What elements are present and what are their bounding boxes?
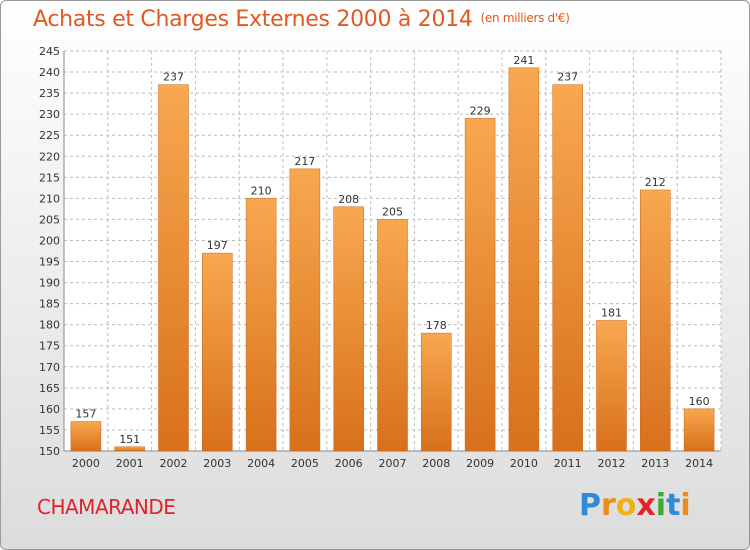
x-tick-label: 2010 [510, 457, 538, 470]
data-label: 210 [251, 184, 272, 197]
y-tick-label: 165 [39, 382, 60, 395]
bar [464, 118, 496, 452]
chart-unit: (en milliers d'€) [480, 11, 570, 25]
y-tick-label: 240 [39, 66, 60, 79]
bar [377, 219, 408, 452]
data-label: 229 [470, 104, 491, 117]
x-tick-label: 2007 [379, 457, 407, 470]
x-tick-label: 2011 [554, 457, 582, 470]
chart-title: Achats et Charges Externes 2000 à 2014 (e… [33, 7, 570, 32]
y-tick-label: 245 [39, 45, 60, 58]
logo-letter: i [680, 488, 691, 523]
y-tick-label: 185 [39, 298, 60, 311]
data-label: 178 [426, 319, 447, 332]
x-tick-label: 2006 [335, 457, 363, 470]
bar [333, 206, 364, 452]
x-tick-label: 2004 [247, 457, 275, 470]
data-label: 160 [689, 395, 710, 408]
x-tick-label: 2009 [466, 457, 494, 470]
x-tick-label: 2012 [598, 457, 626, 470]
y-tick-label: 210 [39, 192, 60, 205]
y-tick-label: 220 [39, 150, 60, 163]
data-label: 157 [75, 408, 96, 421]
x-tick-label: 2014 [685, 457, 713, 470]
data-label: 217 [294, 155, 315, 168]
data-label: 208 [338, 193, 359, 206]
y-tick-label: 150 [39, 445, 60, 458]
y-tick-label: 230 [39, 108, 60, 121]
x-tick-label: 2002 [160, 457, 188, 470]
y-tick-label: 215 [39, 171, 60, 184]
bar [202, 252, 233, 452]
proxiti-logo: Proxiti [579, 488, 691, 523]
bar [508, 67, 540, 452]
y-tick-label: 170 [39, 361, 60, 374]
x-tick-label: 2005 [291, 457, 319, 470]
y-tick-label: 200 [39, 234, 60, 247]
data-label: 237 [163, 71, 184, 84]
bar [245, 198, 277, 452]
y-tick-label: 205 [39, 213, 60, 226]
logo-letter: r [601, 488, 616, 523]
data-label: 205 [382, 205, 403, 218]
logo-letter: i [655, 488, 667, 523]
bar [289, 168, 321, 452]
data-label: 181 [601, 306, 622, 319]
bar [114, 446, 145, 452]
y-tick-label: 180 [39, 319, 60, 332]
x-tick-label: 2001 [116, 457, 144, 470]
bar [552, 84, 583, 452]
y-tick-label: 195 [39, 256, 60, 269]
x-tick-label: 2000 [72, 457, 100, 470]
bar [596, 320, 627, 452]
y-tick-label: 235 [39, 87, 60, 100]
y-tick-label: 160 [39, 403, 60, 416]
logo-letter: t [666, 488, 681, 523]
data-label: 197 [207, 239, 228, 252]
y-tick-label: 175 [39, 340, 60, 353]
bar [640, 189, 671, 452]
bar [158, 84, 189, 452]
bar [683, 408, 715, 452]
x-tick-label: 2013 [641, 457, 669, 470]
x-tick-label: 2003 [203, 457, 231, 470]
data-label: 151 [119, 433, 140, 446]
bar [70, 421, 102, 452]
logo-letter: o [615, 488, 637, 523]
data-label: 212 [645, 176, 666, 189]
logo-letter: P [579, 488, 601, 523]
data-label: 237 [557, 71, 578, 84]
commune-name: CHAMARANDE [37, 495, 176, 519]
y-tick-label: 225 [39, 129, 60, 142]
data-label: 241 [513, 54, 534, 67]
y-tick-label: 155 [39, 424, 60, 437]
x-tick-label: 2008 [422, 457, 450, 470]
bar [421, 332, 452, 452]
y-tick-label: 190 [39, 277, 60, 290]
logo-letter: x [636, 488, 656, 523]
chart-title-text: Achats et Charges Externes 2000 à 2014 [33, 7, 473, 32]
